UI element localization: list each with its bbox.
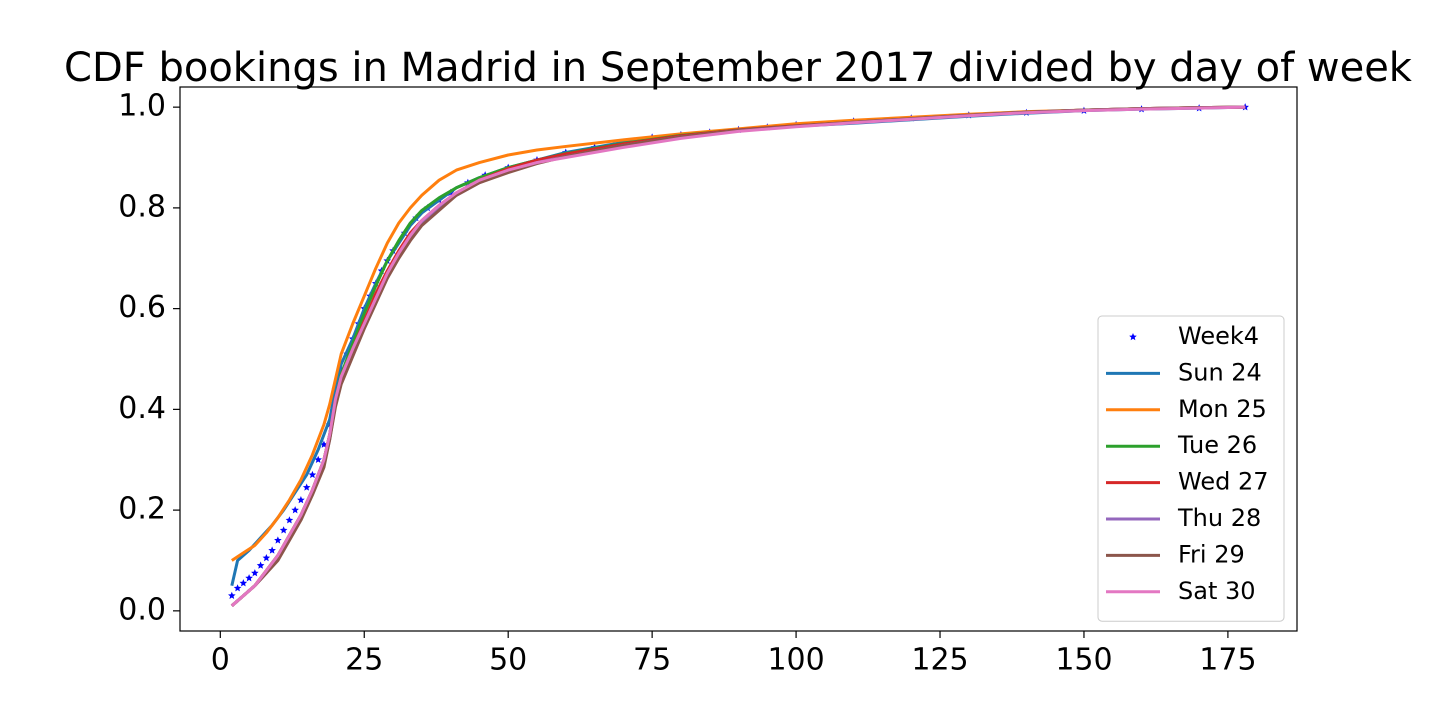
legend-label: Tue 26 <box>1177 431 1257 459</box>
y-tick-label: 0.4 <box>118 391 166 426</box>
legend-item-mon-25: Mon 25 <box>1106 395 1267 423</box>
legend-marker <box>1129 333 1137 341</box>
data-point <box>228 591 236 599</box>
data-point <box>239 579 248 587</box>
x-tick-label: 100 <box>767 643 824 678</box>
legend-box <box>1097 315 1285 622</box>
legend-item-thu-28: Thu 28 <box>1106 504 1261 532</box>
y-tick-label: 1.0 <box>118 89 166 124</box>
x-tick-label: 150 <box>1055 643 1112 678</box>
series-line-fri-29 <box>230 105 1246 607</box>
x-tick-label: 125 <box>911 643 968 678</box>
x-tick-label: 0 <box>211 643 230 678</box>
data-point <box>245 574 253 582</box>
legend-item-wed-27: Wed 27 <box>1106 468 1269 496</box>
y-tick-label: 0.2 <box>118 492 166 527</box>
data-point <box>314 455 322 463</box>
x-tick-label: 25 <box>345 643 383 678</box>
legend-label: Thu 28 <box>1177 504 1261 532</box>
legend-label: Mon 25 <box>1178 395 1267 423</box>
series-week4 <box>228 103 1249 599</box>
y-tick-label: 0.8 <box>118 189 166 224</box>
plot-area <box>228 103 1249 607</box>
series-line-thu-28 <box>230 105 1246 607</box>
legend-label: Sun 24 <box>1178 358 1262 386</box>
series-line-sun-24 <box>230 105 1246 587</box>
data-point <box>291 506 299 514</box>
data-point <box>251 569 259 577</box>
legend-label: Fri 29 <box>1178 540 1245 568</box>
legend: Week4 Sun 24 Mon 25 Tue 26 Wed 27 Thu 28 Fri 2… <box>1097 315 1285 622</box>
y-axis: 0.0 0.2 0.4 0.6 0.8 1.0 <box>118 89 180 627</box>
data-point <box>302 483 311 491</box>
legend-item-fri-29: Fri 29 <box>1106 540 1245 568</box>
data-point <box>262 553 271 562</box>
series-line-tue-26 <box>230 105 1246 607</box>
x-tick-label: 50 <box>489 643 527 678</box>
data-point <box>256 561 265 569</box>
y-tick-label: 0.0 <box>118 592 166 627</box>
x-tick-label: 75 <box>633 643 671 678</box>
legend-label: Sat 30 <box>1178 577 1256 605</box>
series-line-mon-25 <box>230 105 1246 562</box>
y-tick-label: 0.6 <box>118 290 166 325</box>
series-line-sat-30 <box>230 105 1246 607</box>
legend-label: Week4 <box>1178 322 1259 350</box>
data-point <box>233 584 242 592</box>
series-line-wed-27 <box>230 105 1246 607</box>
data-point <box>297 496 305 504</box>
data-point <box>268 546 276 554</box>
legend-item-sun-24: Sun 24 <box>1106 358 1262 386</box>
chart-title: CDF bookings in Madrid in September 2017… <box>64 45 1413 91</box>
axes-frame <box>179 86 1298 632</box>
legend-item-sat-30: Sat 30 <box>1106 577 1256 605</box>
legend-item-tue-26: Tue 26 <box>1106 431 1257 459</box>
data-point <box>274 536 282 544</box>
data-point <box>308 470 317 479</box>
data-point <box>279 526 288 534</box>
x-tick-label: 175 <box>1199 643 1256 678</box>
data-point <box>285 516 294 524</box>
x-axis: 0 25 50 75 100 125 150 175 <box>211 631 1257 678</box>
legend-item-week4: Week4 <box>1129 322 1259 350</box>
legend-label: Wed 27 <box>1178 468 1269 496</box>
